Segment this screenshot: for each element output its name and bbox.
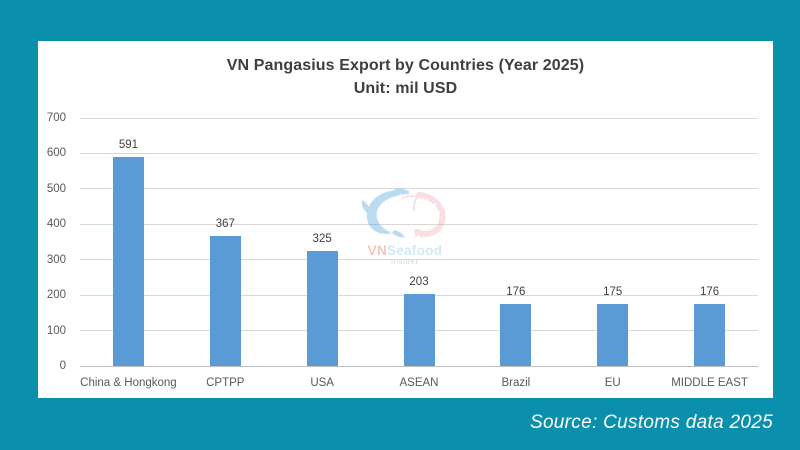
value-label: 203 xyxy=(409,276,429,289)
chart-title: VN Pangasius Export by Countries (Year 2… xyxy=(38,54,773,100)
fish-shrimp-logo-icon xyxy=(361,188,446,239)
category-label: Brazil xyxy=(501,377,531,389)
gridline xyxy=(80,188,758,190)
category-label: USA xyxy=(310,377,334,389)
watermark-brand: VNSeafood xyxy=(345,243,465,258)
category-label: ASEAN xyxy=(399,377,439,389)
value-label: 175 xyxy=(603,286,623,298)
value-label: 367 xyxy=(215,217,235,230)
value-label: 591 xyxy=(118,138,139,151)
watermark-brand-seafood: Seafood xyxy=(387,243,443,258)
y-tick-label: 400 xyxy=(46,218,66,231)
gridline xyxy=(80,223,758,225)
plot-area: 0 100 200 300 400 500 600 700 591 China & Hongkon… xyxy=(47,112,758,389)
gridline xyxy=(80,152,758,154)
watermark-tagline: Insider xyxy=(390,259,419,266)
y-tick-label: 300 xyxy=(46,253,66,266)
value-label: 325 xyxy=(312,232,332,245)
watermark-brand-vn: VN xyxy=(367,243,387,258)
watermark: VNSeafood Insider xyxy=(345,187,465,266)
y-tick-label: 0 xyxy=(59,360,66,372)
bar-cptpp xyxy=(209,235,241,366)
value-label: 176 xyxy=(506,285,526,298)
y-tick-label: 100 xyxy=(46,324,66,337)
bar-middle-east xyxy=(694,303,726,366)
chart-title-line1: VN Pangasius Export by Countries (Year 2… xyxy=(226,57,585,74)
category-label: MIDDLE EAST xyxy=(671,377,748,389)
y-tick-label: 600 xyxy=(46,147,66,160)
category-label: EU xyxy=(604,377,621,389)
x-axis-line xyxy=(80,365,758,367)
bar-brazil xyxy=(500,303,532,366)
y-tick-label: 700 xyxy=(46,112,66,124)
gridline xyxy=(80,117,758,119)
bar-china-hongkong xyxy=(112,156,144,366)
category-label: China & Hongkong xyxy=(80,377,177,389)
y-tick-label: 500 xyxy=(46,182,66,195)
chart-panel: VN Pangasius Export by Countries (Year 2… xyxy=(38,41,773,398)
source-caption: Source: Customs data 2025 xyxy=(529,412,773,433)
value-label: 176 xyxy=(699,285,720,298)
chart-title-line2: Unit: mil USD xyxy=(353,80,458,97)
category-label: CPTPP xyxy=(206,377,245,389)
bar-asean xyxy=(403,294,435,366)
gridline xyxy=(80,259,758,261)
y-tick-label: 200 xyxy=(46,289,66,302)
bar-usa xyxy=(306,250,338,366)
bar-eu xyxy=(597,304,629,366)
